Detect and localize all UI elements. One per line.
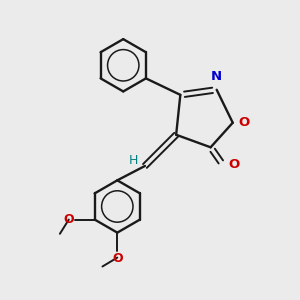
Text: O: O <box>112 252 123 265</box>
Text: H: H <box>129 154 138 167</box>
Text: N: N <box>211 70 222 83</box>
Text: O: O <box>228 158 239 171</box>
Text: O: O <box>64 213 74 226</box>
Text: O: O <box>239 116 250 129</box>
